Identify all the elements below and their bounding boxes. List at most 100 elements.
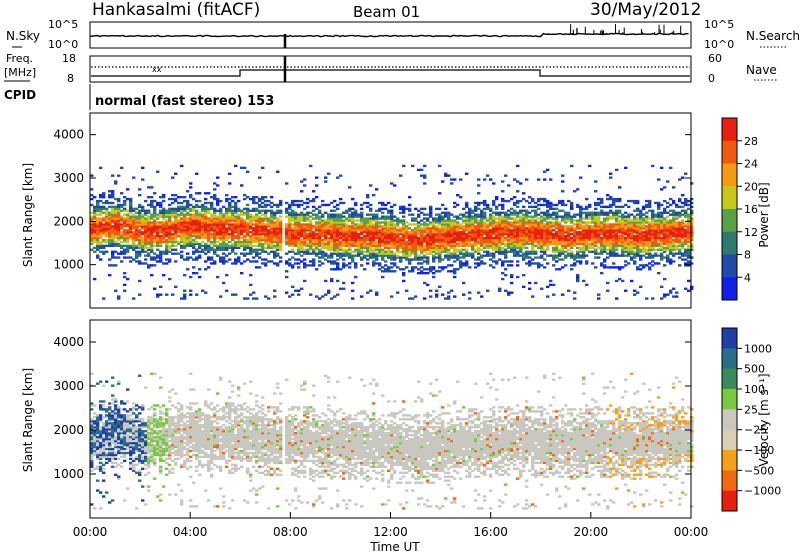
- data-cell: [321, 203, 325, 207]
- data-cell: [573, 240, 577, 244]
- data-cell: [471, 225, 475, 228]
- data-cell: [93, 246, 97, 250]
- data-cell: [291, 266, 295, 269]
- data-cell: [651, 254, 655, 257]
- data-cell: [153, 236, 157, 240]
- data-cell: [366, 196, 370, 199]
- data-cell: [414, 258, 418, 261]
- data-cell: [258, 219, 262, 222]
- data-cell: [135, 207, 139, 211]
- data-cell: [300, 180, 304, 183]
- data-cell: [204, 244, 208, 248]
- data-cell: [150, 250, 154, 253]
- data-cell: [303, 233, 307, 236]
- data-cell: [348, 209, 352, 212]
- data-cell: [432, 227, 436, 230]
- data-cell: [390, 270, 394, 273]
- data-cell: [435, 240, 439, 244]
- data-cell: [534, 225, 538, 228]
- data-cell: [159, 223, 163, 226]
- data-cell: [582, 231, 586, 234]
- data-cell: [288, 236, 292, 240]
- data-cell: [468, 225, 472, 228]
- data-cell: [441, 203, 445, 207]
- data-cell: [489, 235, 493, 238]
- data-cell: [363, 225, 367, 228]
- data-cell: [651, 236, 655, 240]
- data-cell: [219, 213, 223, 216]
- data-cell: [186, 217, 190, 220]
- data-cell: [600, 201, 604, 205]
- data-cell: [660, 166, 664, 170]
- data-cell: [438, 285, 442, 289]
- data-cell: [450, 289, 454, 292]
- data-cell: [264, 233, 268, 236]
- data-cell: [564, 236, 568, 240]
- data-cell: [288, 244, 292, 248]
- data-cell: [444, 207, 448, 211]
- data-cell: [231, 217, 235, 220]
- nsearch-tick-top: 10^5: [704, 18, 734, 31]
- data-cell: [456, 225, 460, 228]
- data-cell: [663, 211, 667, 214]
- data-cell: [354, 275, 358, 279]
- data-cell: [366, 254, 370, 257]
- data-cell: [186, 256, 190, 259]
- data-cell: [423, 235, 427, 238]
- data-cell: [510, 264, 514, 267]
- data-cell: [597, 246, 601, 250]
- data-cell: [357, 246, 361, 250]
- data-cell: [201, 217, 205, 220]
- data-cell: [588, 227, 592, 230]
- data-cell: [522, 244, 526, 248]
- data-cell: [459, 252, 463, 255]
- data-cell: [255, 223, 259, 226]
- data-cell: [468, 236, 472, 240]
- data-cell: [312, 190, 316, 193]
- data-cell: [414, 266, 418, 269]
- data-cell: [102, 231, 106, 234]
- data-cell: [330, 240, 334, 244]
- data-cell: [162, 274, 166, 277]
- data-cell: [195, 272, 199, 275]
- data-cell: [663, 219, 667, 222]
- data-cell: [549, 203, 553, 207]
- data-cell: [486, 289, 490, 292]
- data-cell: [300, 231, 304, 234]
- data-cell: [249, 248, 253, 251]
- data-cell: [237, 235, 241, 238]
- data-cell: [159, 238, 163, 242]
- data-cell: [330, 213, 334, 216]
- data-cell: [327, 291, 331, 294]
- data-cell: [477, 203, 481, 207]
- data-cell: [381, 211, 385, 214]
- data-cell: [240, 244, 244, 248]
- data-cell: [111, 205, 115, 209]
- data-cell: [198, 215, 202, 218]
- data-cell: [234, 215, 238, 218]
- data-cell: [357, 227, 361, 230]
- data-cell: [204, 192, 208, 195]
- data-cell: [228, 197, 232, 201]
- data-cell: [648, 248, 652, 251]
- data-cell: [216, 246, 220, 250]
- data-cell: [228, 172, 232, 175]
- data-cell: [402, 223, 406, 226]
- nsky-panel-frame: [89, 21, 692, 49]
- data-cell: [342, 223, 346, 226]
- data-cell: [351, 215, 355, 218]
- data-cell: [546, 215, 550, 218]
- data-cell: [213, 242, 217, 246]
- data-cell: [324, 258, 328, 261]
- data-cell: [309, 223, 313, 226]
- data-cell: [267, 229, 271, 232]
- data-cell: [378, 236, 382, 240]
- data-cell: [306, 197, 310, 201]
- data-cell: [405, 254, 409, 257]
- data-cell: [108, 225, 112, 228]
- data-cell: [522, 235, 526, 238]
- data-cell: [354, 266, 358, 269]
- data-cell: [588, 225, 592, 228]
- data-cell: [360, 238, 364, 242]
- data-cell: [498, 223, 502, 226]
